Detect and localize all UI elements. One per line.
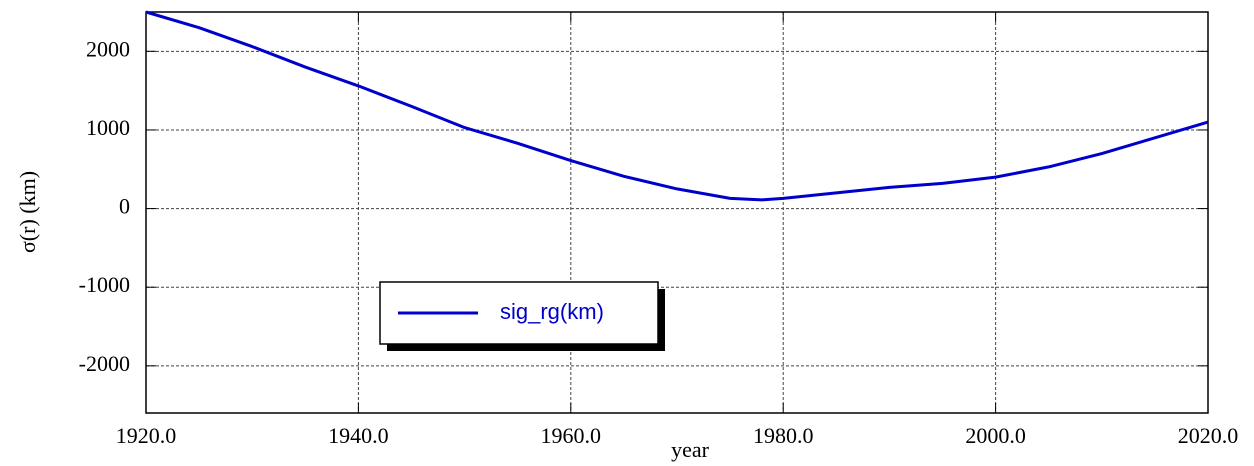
x-tick-label: 2000.0	[965, 423, 1026, 448]
x-tick-label: 1940.0	[328, 423, 389, 448]
y-tick-label: 1000	[86, 115, 130, 140]
x-axis-label: year	[671, 437, 710, 462]
y-tick-label: 2000	[86, 36, 130, 61]
x-tick-label: 1960.0	[541, 423, 602, 448]
y-axis-label: σ(r) (km)	[15, 171, 40, 253]
legend-label: sig_rg(km)	[500, 299, 604, 324]
y-tick-label: -2000	[79, 351, 130, 376]
line	[145, 10, 1209, 202]
y-tick-label: 0	[119, 194, 130, 219]
x-tick-label: 1920.0	[116, 423, 177, 448]
y-tick-label: -1000	[79, 272, 130, 297]
x-tick-label: 2020.0	[1178, 423, 1239, 448]
plot-frame	[145, 11, 1209, 414]
x-tick-label: 1980.0	[753, 423, 814, 448]
